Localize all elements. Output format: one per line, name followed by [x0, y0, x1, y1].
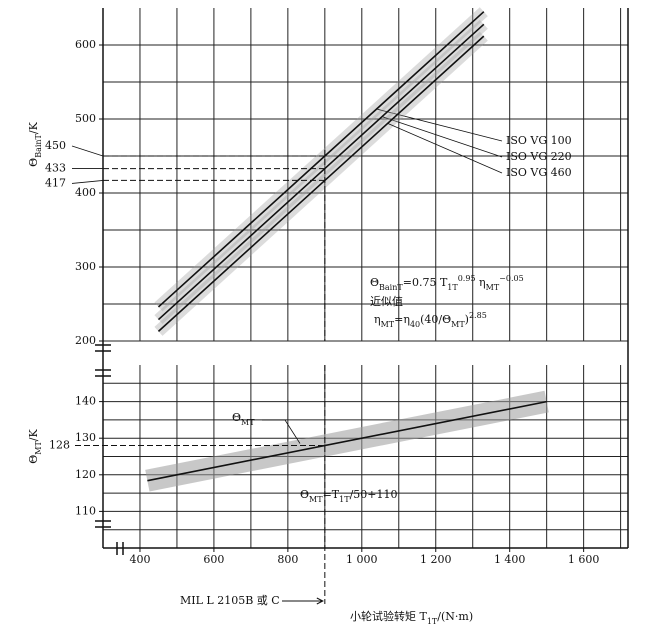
y-tick-label: 300	[75, 260, 96, 273]
formula-part: =T	[323, 488, 340, 501]
formula-part: MT	[486, 283, 500, 292]
formula-part: /50+110	[350, 488, 398, 501]
formula-part: BainT	[379, 283, 403, 292]
x-tick-label: 400	[129, 553, 150, 566]
series-label: ΘMT	[232, 411, 255, 427]
series-label-part: Θ	[232, 411, 241, 424]
arrow	[282, 597, 324, 605]
formula-part: MT	[451, 320, 465, 329]
y-axis-title: ΘBainT/K	[27, 121, 43, 166]
y-tick-label: 400	[75, 186, 96, 199]
formula-part: MT	[381, 320, 395, 329]
y-axis-title: ΘMT/K	[27, 428, 43, 463]
x-axis-title-part: 小轮试验转矩 T	[350, 609, 427, 623]
formula-part: )	[465, 313, 469, 326]
leader-line	[71, 145, 104, 157]
reference-label: 433	[45, 162, 66, 175]
formula-part: MT	[309, 495, 323, 504]
series-line	[147, 400, 547, 482]
y-tick-label: 140	[75, 395, 96, 408]
formula-part: 0.95	[458, 274, 476, 283]
x-tick-label: 800	[277, 553, 298, 566]
x-tick-label: 1 600	[568, 553, 600, 566]
y-tick-label: 200	[75, 334, 96, 347]
y-axis-title-part: /K	[27, 121, 40, 134]
x-tick-label: 600	[203, 553, 224, 566]
leader-line	[262, 419, 301, 444]
leader-line	[387, 123, 503, 174]
leader-line	[71, 180, 104, 184]
series-label: ISO VG 220	[506, 150, 572, 163]
y-axis-title-part: BainT	[34, 133, 43, 157]
formula-part: 1T	[447, 283, 458, 292]
formula-part: =0.75 T	[403, 276, 448, 289]
y-axis-title-part: MT	[34, 441, 43, 455]
y-axis-title-part: Θ	[27, 455, 40, 464]
series-label: ISO VG 100	[506, 134, 572, 147]
axis-breaks	[95, 344, 124, 555]
formula-part: (40/Θ	[420, 313, 451, 326]
x-tick-label: 1 000	[346, 553, 378, 566]
formula-part: Θ	[370, 276, 379, 289]
formula-part: −0.05	[499, 274, 524, 283]
formula-part: 1T	[339, 495, 350, 504]
y-tick-label: 500	[75, 112, 96, 125]
y-tick-label: 120	[75, 468, 96, 481]
series-line	[157, 11, 485, 308]
y-tick-label: 130	[75, 431, 96, 444]
reference-x-label: MIL L 2105B 或 C	[180, 594, 280, 607]
note: 近似值	[370, 295, 403, 308]
reference-label: 417	[45, 176, 66, 189]
formula-part: Θ	[300, 488, 309, 501]
formula: ΘBainT=0.75 T1T0.95 ηMT−0.05	[370, 274, 524, 292]
formula: ηMT=η40(40/ΘMT)2.85	[374, 311, 487, 329]
formula-part: 40	[410, 320, 420, 329]
formula-part: η	[374, 313, 381, 326]
formula: ΘMT=T1T/50+110	[300, 488, 397, 504]
x-tick-label: 1 200	[420, 553, 452, 566]
formula-part: 2.85	[469, 311, 487, 320]
series-label-part: MT	[241, 418, 255, 427]
x-axis-title: 小轮试验转矩 T1T/(N·m)	[350, 609, 473, 626]
y-axis-title-part: Θ	[27, 158, 40, 167]
leader-line	[382, 116, 503, 158]
x-axis-title-part: 1T	[427, 617, 438, 626]
y-tick-label: 600	[75, 38, 96, 51]
y-axis-title-part: /K	[27, 428, 40, 441]
series-label: ISO VG 460	[506, 166, 572, 179]
formula-part: =η	[394, 313, 410, 326]
x-tick-label: 1 400	[494, 553, 526, 566]
y-tick-label: 110	[75, 504, 96, 517]
x-axis-title-part: /(N·m)	[437, 610, 473, 623]
formula-part: η	[476, 276, 486, 289]
reference-label: 128	[49, 439, 70, 452]
reference-label: 450	[45, 139, 66, 152]
